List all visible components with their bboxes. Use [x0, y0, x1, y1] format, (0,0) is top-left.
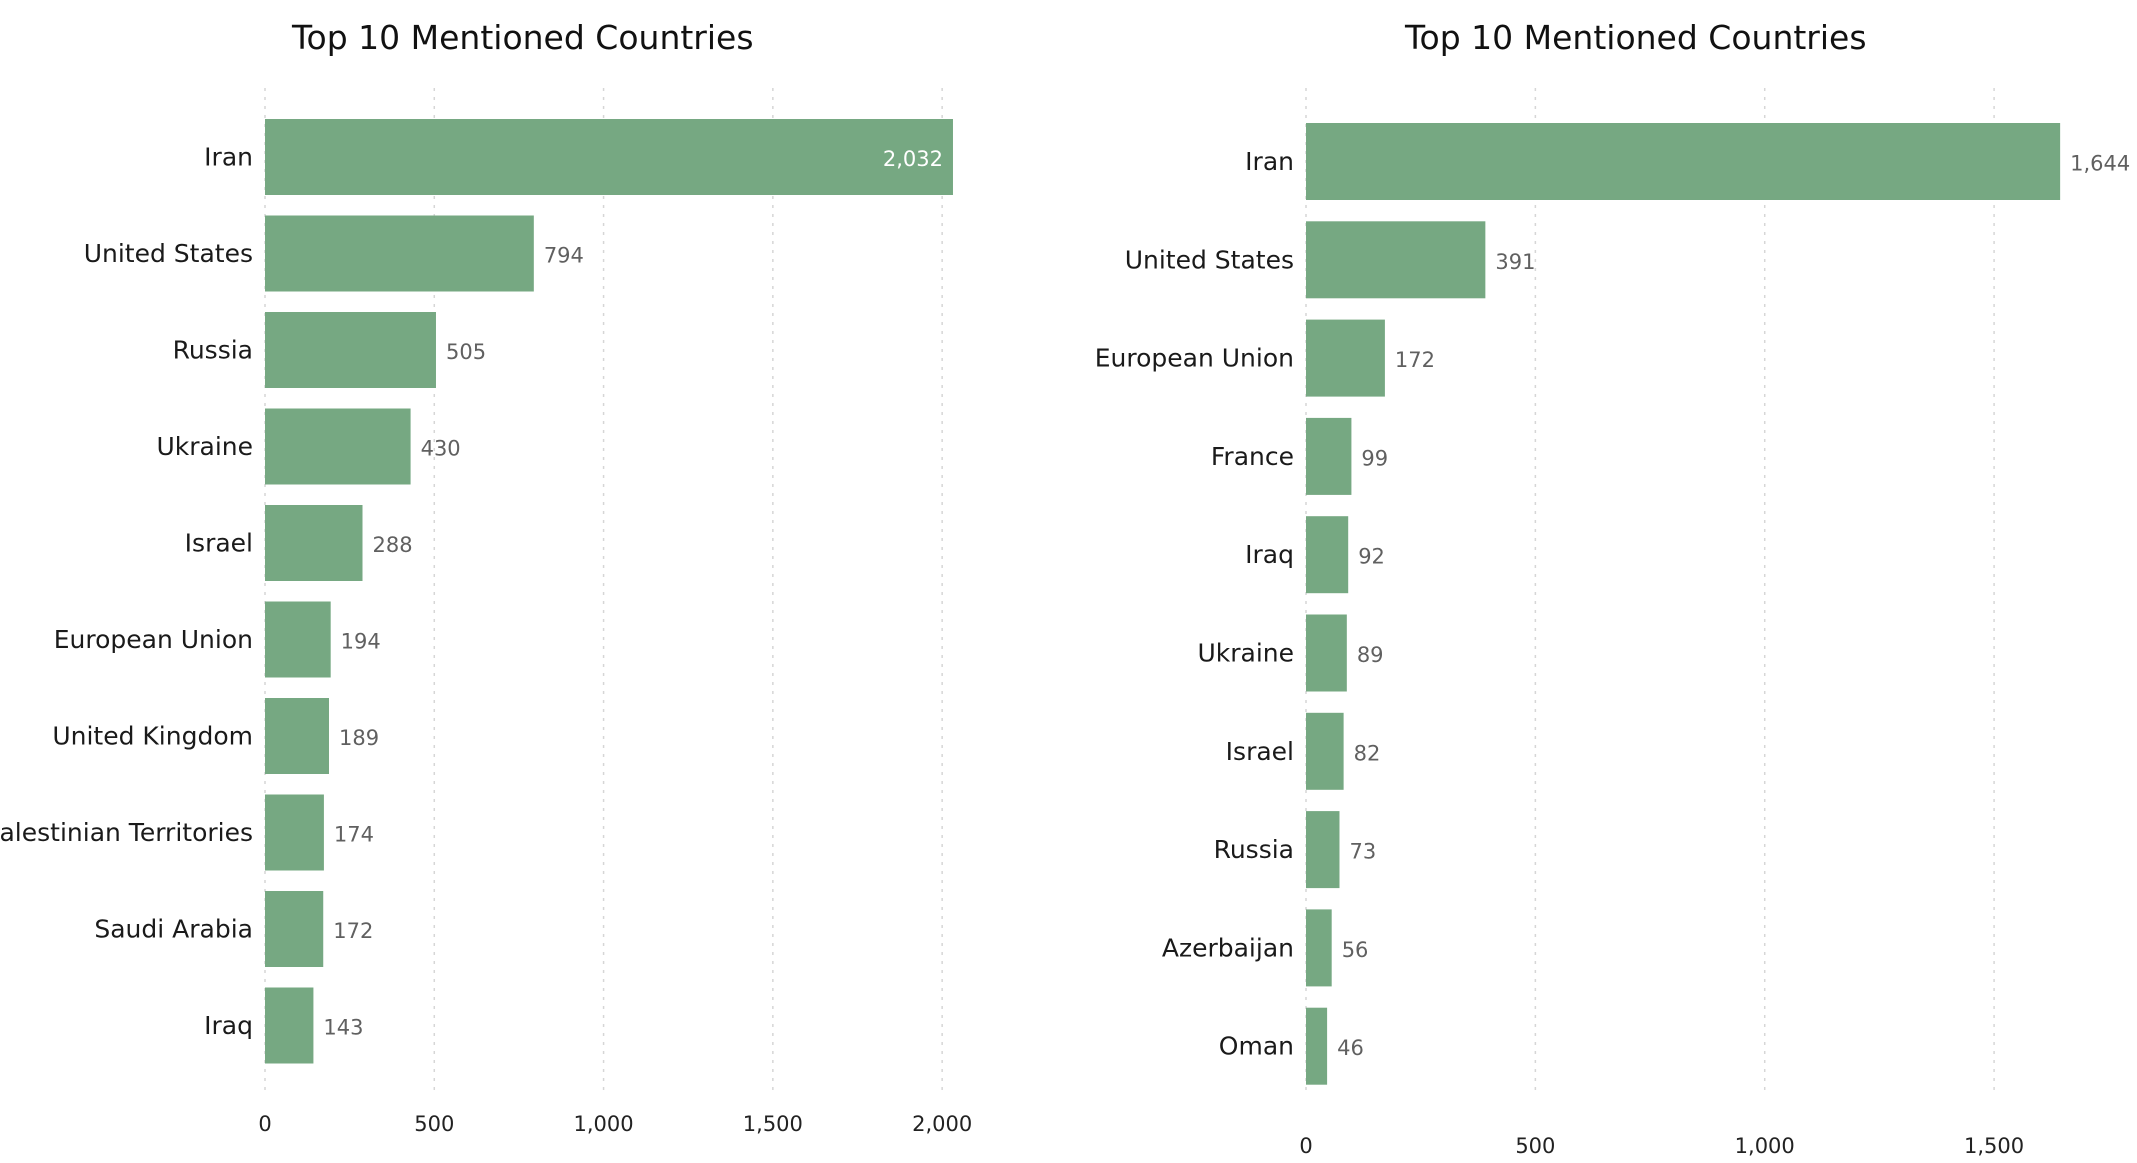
- category-label: Israel: [1226, 737, 1294, 766]
- category-label: European Union: [54, 625, 253, 654]
- data-label: 194: [341, 630, 381, 654]
- category-label: United States: [84, 239, 253, 268]
- bar: [265, 408, 411, 485]
- bar: [265, 505, 363, 581]
- data-label: 73: [1349, 840, 1376, 864]
- data-label: 189: [339, 726, 379, 750]
- data-label: 82: [1354, 741, 1381, 765]
- category-label: Iraq: [1245, 540, 1294, 569]
- bar: [265, 891, 324, 967]
- bar-chart-right: 0 500 1,000 1,500 Iran 1,644 United States 391 E…: [1095, 88, 2130, 1158]
- data-label: 174: [334, 823, 374, 847]
- data-label: 1,644: [2070, 152, 2130, 176]
- category-label: Israel: [185, 529, 253, 558]
- data-label: 288: [373, 533, 413, 557]
- data-label: 505: [446, 340, 486, 364]
- category-label: Saudi Arabia: [94, 915, 253, 944]
- data-label: 794: [544, 244, 584, 268]
- bar: [265, 119, 953, 195]
- data-label: 89: [1357, 643, 1384, 667]
- bar: [1306, 221, 1486, 299]
- bar: [1306, 417, 1352, 495]
- x-tick-label: 1,000: [1735, 1134, 1795, 1158]
- category-label: United States: [1125, 245, 1294, 274]
- bar: [265, 601, 331, 678]
- x-tick-label: 1,500: [1964, 1134, 2024, 1158]
- category-label: Iran: [204, 143, 253, 172]
- category-label: Oman: [1219, 1032, 1294, 1061]
- x-tick-label: 1,000: [574, 1112, 634, 1136]
- category-label: Palestinian Territories: [0, 818, 253, 847]
- x-tick-label: 1,500: [743, 1112, 803, 1136]
- bar: [1306, 614, 1347, 692]
- category-label: Ukraine: [1197, 639, 1294, 668]
- chart-panel-left: Top 10 Mentioned Countries 0 500 1,000 1,50…: [0, 0, 1060, 1163]
- category-label: Russia: [1214, 835, 1294, 864]
- x-tick-label: 500: [414, 1112, 454, 1136]
- data-label: 46: [1337, 1036, 1364, 1060]
- category-label: European Union: [1095, 344, 1294, 373]
- data-label: 143: [323, 1016, 363, 1040]
- bar: [265, 698, 329, 774]
- bar: [1306, 712, 1344, 790]
- data-label: 172: [1395, 348, 1435, 372]
- x-tick-label: 0: [258, 1112, 271, 1136]
- category-label: Russia: [173, 336, 253, 365]
- data-label: 99: [1361, 446, 1388, 470]
- data-label: 391: [1495, 250, 1535, 274]
- category-label: Iraq: [204, 1011, 253, 1040]
- data-label: 172: [333, 919, 373, 943]
- data-label: 430: [421, 437, 461, 461]
- data-label: 2,032: [883, 147, 943, 171]
- bar: [265, 312, 436, 388]
- category-label: France: [1211, 442, 1294, 471]
- category-label: Ukraine: [156, 432, 253, 461]
- category-label: Iran: [1245, 147, 1294, 176]
- data-label: 92: [1358, 545, 1385, 569]
- bar: [265, 215, 534, 292]
- chart-title: Top 10 Mentioned Countries: [292, 18, 754, 57]
- bar: [265, 794, 324, 871]
- category-label: United Kingdom: [52, 722, 253, 751]
- bar: [1306, 811, 1340, 889]
- data-label: 56: [1342, 938, 1369, 962]
- x-tick-label: 2,000: [912, 1112, 972, 1136]
- bar: [1306, 319, 1385, 397]
- bar-chart-left: 0 500 1,000 1,500 2,000 Iran 2,032 United State…: [0, 88, 972, 1136]
- bar: [1306, 123, 2061, 200]
- x-tick-label: 0: [1299, 1134, 1312, 1158]
- category-label: Azerbaijan: [1162, 933, 1294, 962]
- bar: [1306, 516, 1349, 594]
- bar: [1306, 909, 1332, 987]
- bar: [1306, 1007, 1328, 1085]
- chart-title: Top 10 Mentioned Countries: [1405, 18, 1867, 57]
- chart-panel-right: Top 10 Mentioned Countries 0 500 1,000 1,50…: [1060, 0, 2137, 1163]
- x-tick-label: 500: [1515, 1134, 1555, 1158]
- bar: [265, 987, 314, 1064]
